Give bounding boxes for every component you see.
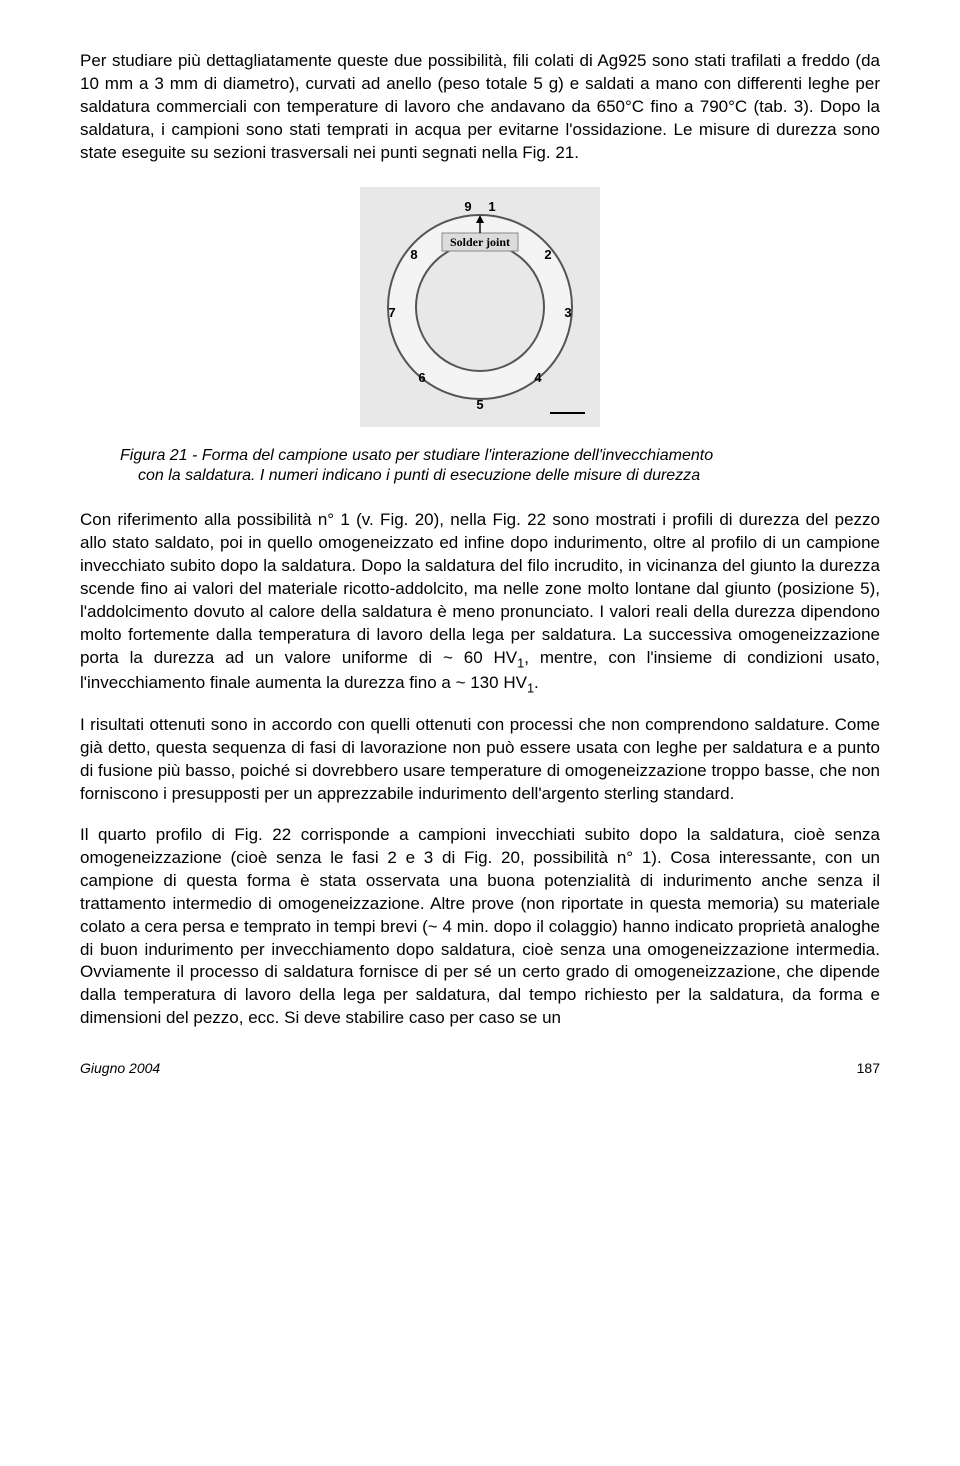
figure-caption: Figura 21 - Forma del campione usato per… bbox=[120, 446, 840, 488]
ring-diagram: Solder joint 9 1 2 3 4 5 6 7 8 bbox=[360, 187, 600, 427]
point-9: 9 bbox=[464, 199, 471, 214]
point-5: 5 bbox=[476, 397, 483, 412]
point-1: 1 bbox=[488, 199, 495, 214]
figure-21: Solder joint 9 1 2 3 4 5 6 7 8 bbox=[80, 187, 880, 432]
point-3: 3 bbox=[564, 305, 571, 320]
page-footer: Giugno 2004 187 bbox=[80, 1060, 880, 1076]
solder-label-text: Solder joint bbox=[450, 235, 510, 249]
sub-2: 1 bbox=[527, 680, 534, 695]
point-6: 6 bbox=[418, 370, 425, 385]
caption-line-1: Figura 21 - Forma del campione usato per… bbox=[120, 447, 713, 464]
ring-inner bbox=[416, 243, 544, 371]
footer-date: Giugno 2004 bbox=[80, 1060, 160, 1076]
paragraph-2: Con riferimento alla possibilità n° 1 (v… bbox=[80, 509, 880, 696]
point-4: 4 bbox=[534, 370, 542, 385]
para2-c: . bbox=[534, 673, 539, 692]
footer-page-number: 187 bbox=[857, 1060, 880, 1076]
paragraph-intro: Per studiare più dettagliatamente queste… bbox=[80, 50, 880, 165]
point-2: 2 bbox=[544, 247, 551, 262]
para2-a: Con riferimento alla possibilità n° 1 (v… bbox=[80, 510, 880, 667]
point-7: 7 bbox=[388, 305, 395, 320]
paragraph-3: I risultati ottenuti sono in accordo con… bbox=[80, 714, 880, 806]
paragraph-4: Il quarto profilo di Fig. 22 corrisponde… bbox=[80, 824, 880, 1030]
caption-line-2: con la saldatura. I numeri indicano i pu… bbox=[120, 467, 700, 484]
point-8: 8 bbox=[410, 247, 417, 262]
